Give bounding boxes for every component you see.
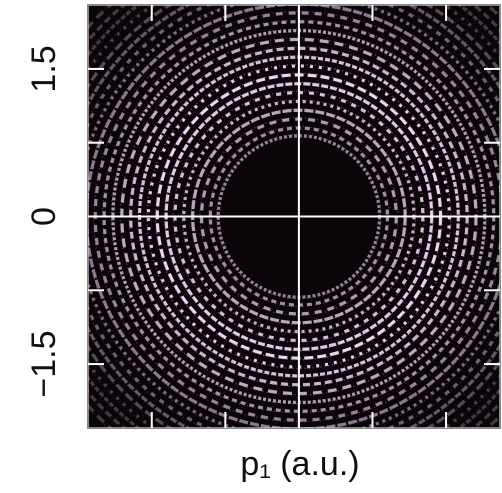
plot-area <box>88 5 500 428</box>
x-axis-label: p₁ (a.u.) <box>240 445 359 483</box>
y-tick-label: 0 <box>25 207 63 226</box>
y-tick-label: 1.5 <box>25 45 63 92</box>
y-tick-label: −1.5 <box>25 330 63 397</box>
